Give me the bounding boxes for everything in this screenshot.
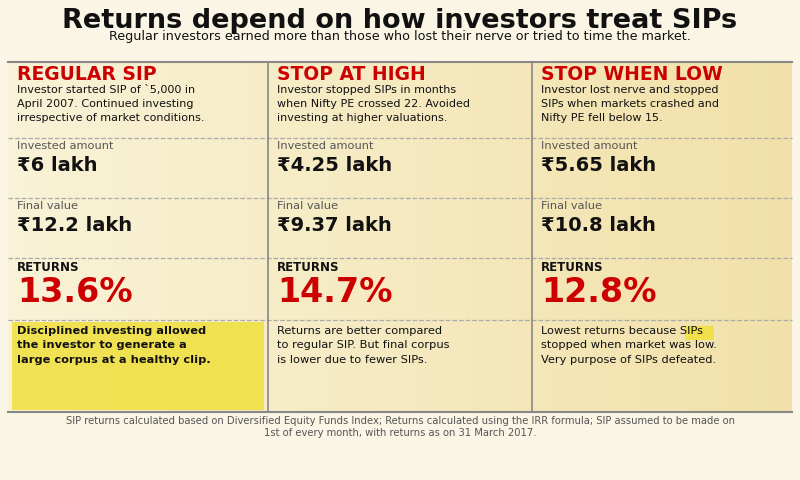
Text: SIP returns calculated based on Diversified Equity Funds Index; Returns calculat: SIP returns calculated based on Diversif… bbox=[66, 416, 734, 426]
Text: Investor started SIP of `5,000 in
April 2007. Continued investing
irrespective o: Investor started SIP of `5,000 in April … bbox=[17, 85, 205, 123]
Text: Invested amount: Invested amount bbox=[17, 141, 114, 151]
Text: ₹9.37 lakh: ₹9.37 lakh bbox=[277, 216, 392, 235]
Text: STOP AT HIGH: STOP AT HIGH bbox=[277, 65, 426, 84]
Text: REGULAR SIP: REGULAR SIP bbox=[17, 65, 157, 84]
Text: RETURNS: RETURNS bbox=[277, 261, 339, 274]
Text: Regular investors earned more than those who lost their nerve or tried to time t: Regular investors earned more than those… bbox=[109, 30, 691, 43]
Text: ₹5.65 lakh: ₹5.65 lakh bbox=[541, 156, 656, 175]
Text: Final value: Final value bbox=[277, 201, 338, 211]
Text: ₹6 lakh: ₹6 lakh bbox=[17, 156, 98, 175]
Text: 14.7%: 14.7% bbox=[277, 276, 393, 309]
Text: Invested amount: Invested amount bbox=[277, 141, 374, 151]
Text: Disciplined investing allowed
the investor to generate a
large corpus at a healt: Disciplined investing allowed the invest… bbox=[17, 326, 210, 365]
Text: Final value: Final value bbox=[541, 201, 602, 211]
Text: Investor lost nerve and stopped
SIPs when markets crashed and
Nifty PE fell belo: Investor lost nerve and stopped SIPs whe… bbox=[541, 85, 719, 123]
Text: ₹4.25 lakh: ₹4.25 lakh bbox=[277, 156, 392, 175]
FancyBboxPatch shape bbox=[685, 326, 714, 340]
Text: Returns depend on how investors treat SIPs: Returns depend on how investors treat SI… bbox=[62, 8, 738, 34]
Text: STOP WHEN LOW: STOP WHEN LOW bbox=[541, 65, 722, 84]
Text: Final value: Final value bbox=[17, 201, 78, 211]
Text: Invested amount: Invested amount bbox=[541, 141, 638, 151]
Text: ₹12.2 lakh: ₹12.2 lakh bbox=[17, 216, 132, 235]
FancyBboxPatch shape bbox=[12, 322, 264, 410]
Text: Lowest returns because SIPs
stopped when market was low.
Very purpose of SIPs de: Lowest returns because SIPs stopped when… bbox=[541, 326, 717, 365]
Text: Returns are better compared
to regular SIP. But final corpus
is lower due to few: Returns are better compared to regular S… bbox=[277, 326, 450, 365]
Text: 12.8%: 12.8% bbox=[541, 276, 657, 309]
Text: RETURNS: RETURNS bbox=[17, 261, 79, 274]
Text: 1st of every month, with returns as on 31 March 2017.: 1st of every month, with returns as on 3… bbox=[264, 428, 536, 438]
Text: ₹10.8 lakh: ₹10.8 lakh bbox=[541, 216, 656, 235]
Text: RETURNS: RETURNS bbox=[541, 261, 603, 274]
Text: Investor stopped SIPs in months
when Nifty PE crossed 22. Avoided
investing at h: Investor stopped SIPs in months when Nif… bbox=[277, 85, 470, 123]
Text: 13.6%: 13.6% bbox=[17, 276, 133, 309]
